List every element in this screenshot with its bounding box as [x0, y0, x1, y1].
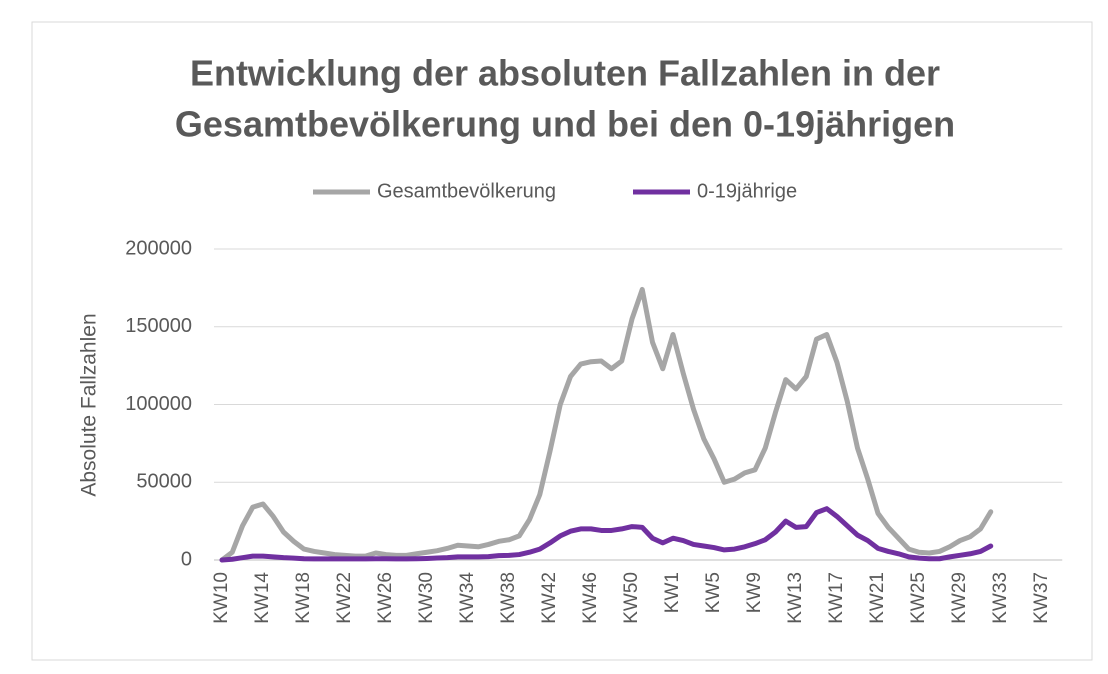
y-tick-label: 100000 [125, 393, 192, 415]
x-tick-label: KW22 [334, 572, 355, 624]
y-axis-label: Absolute Fallzahlen [78, 313, 101, 496]
y-tick-label: 200000 [125, 237, 192, 259]
x-tick-label: KW25 [908, 572, 929, 624]
legend-label: 0-19jährige [697, 180, 797, 202]
x-tick-label: KW26 [375, 572, 396, 624]
x-tick-label: KW21 [867, 572, 888, 624]
x-tick-label: KW37 [1031, 572, 1052, 624]
x-tick-label: KW30 [416, 572, 437, 624]
y-tick-label: 50000 [136, 471, 192, 493]
x-tick-label: KW9 [744, 572, 765, 613]
x-tick-label: KW1 [662, 572, 683, 613]
x-tick-label: KW14 [252, 572, 273, 624]
series-line [219, 286, 994, 563]
x-tick-label: KW17 [826, 572, 847, 624]
x-tick-label: KW29 [949, 572, 970, 624]
x-tick-label: KW38 [498, 572, 519, 624]
x-tick-label: KW50 [621, 572, 642, 624]
x-tick-label: KW33 [990, 572, 1011, 624]
x-tick-label: KW5 [703, 572, 724, 613]
series-line [219, 506, 994, 563]
y-tick-label: 0 [181, 548, 192, 570]
x-tick-label: KW42 [539, 572, 560, 624]
x-tick-label: KW10 [211, 572, 232, 624]
chart-title: Gesamtbevölkerung und bei den 0-19jährig… [175, 104, 955, 145]
y-tick-label: 150000 [125, 315, 192, 337]
x-tick-label: KW46 [580, 572, 601, 624]
x-tick-label: KW18 [293, 572, 314, 624]
legend-label: Gesamtbevölkerung [377, 180, 556, 202]
x-tick-label: KW34 [457, 572, 478, 624]
chart-title: Entwicklung der absoluten Fallzahlen in … [190, 53, 940, 94]
x-tick-label: KW13 [785, 572, 806, 624]
